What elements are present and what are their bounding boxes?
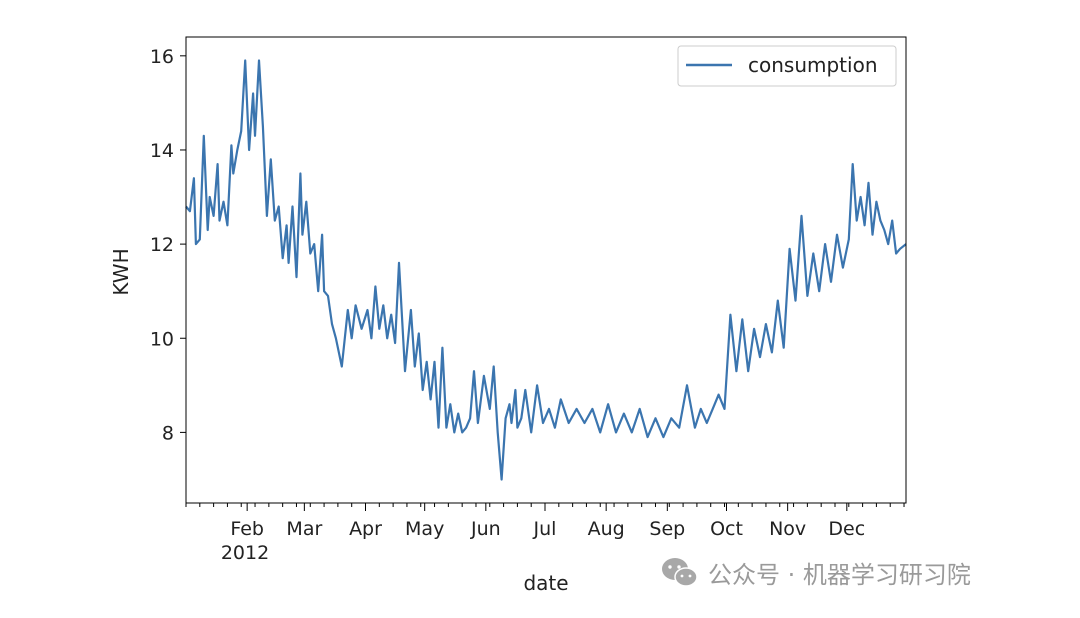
plot-area — [186, 37, 906, 503]
x-tick-label: Apr — [349, 518, 382, 540]
y-tick-label: 12 — [150, 234, 174, 256]
y-tick-label: 10 — [150, 328, 174, 350]
x-tick-label: Jul — [533, 518, 557, 540]
x-tick-label: Sep — [649, 518, 685, 540]
x-axis: Feb Mar Apr May Jun Jul Aug Sep Oct Nov Dec — [185, 503, 905, 540]
y-axis: 8 10 12 14 16 — [150, 46, 186, 444]
x-axis-title: date — [523, 571, 568, 595]
x-tick-label: Mar — [286, 518, 322, 540]
x-tick-label: Oct — [710, 518, 743, 540]
y-axis-title: KWH — [109, 248, 133, 295]
series-line-consumption — [185, 59, 907, 481]
x-tick-label: Feb — [230, 518, 264, 540]
legend: consumption — [677, 45, 897, 87]
y-tick-label: 16 — [150, 46, 174, 68]
plot-frame — [185, 36, 907, 504]
x-tick-label: Nov — [769, 518, 806, 540]
wechat-icon — [662, 557, 698, 587]
legend-box — [677, 45, 897, 87]
x-axis-year-label: 2012 — [221, 542, 269, 564]
x-tick-label: Jun — [470, 518, 501, 540]
y-tick-label: 14 — [150, 140, 174, 162]
legend-label-consumption: consumption — [748, 53, 878, 77]
watermark: 公众号 · 机器学习研习院 — [660, 555, 971, 590]
x-tick-label: Dec — [828, 518, 865, 540]
x-tick-label: Aug — [588, 518, 625, 540]
y-tick-label: 8 — [162, 422, 174, 444]
watermark-text: 公众号 · 机器学习研习院 — [708, 561, 971, 589]
x-tick-label: May — [405, 518, 444, 540]
